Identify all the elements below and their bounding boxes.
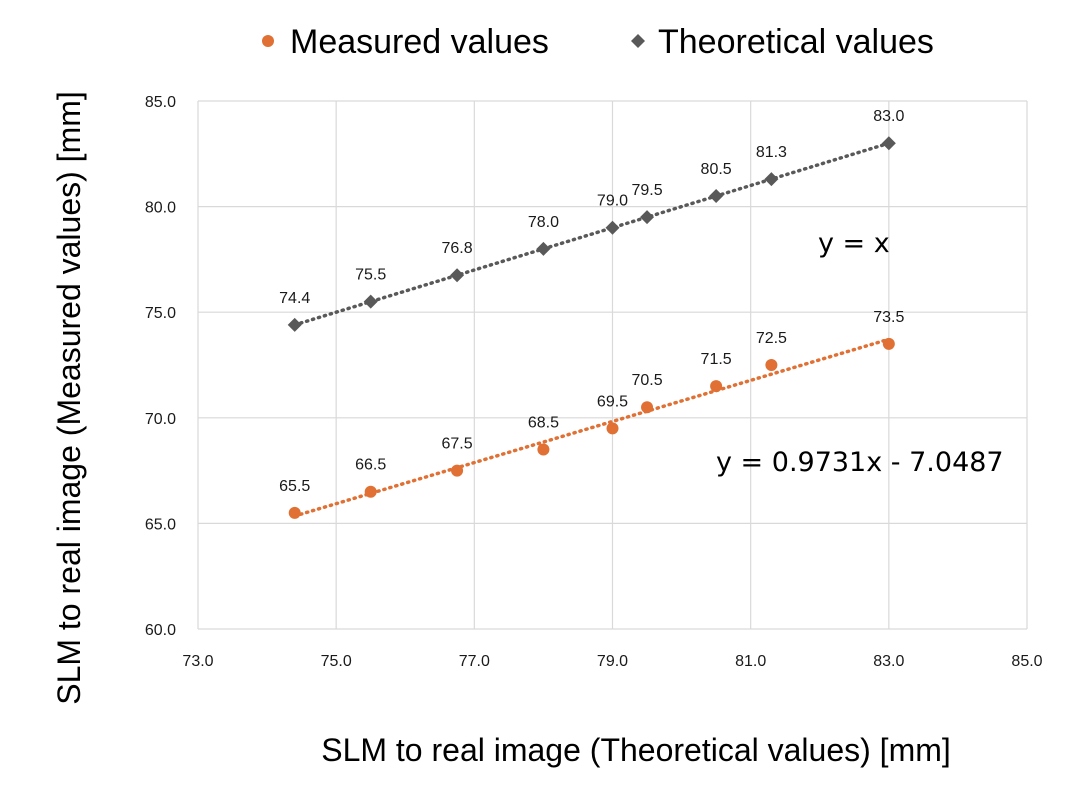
legend: Measured values Theoretical values [262, 23, 934, 61]
measured-point [364, 485, 377, 498]
legend-theoretical-marker [631, 34, 645, 48]
theoretical-point [764, 172, 779, 187]
measured-point [765, 359, 778, 371]
measured-point [641, 401, 654, 414]
x-tick-label: 85.0 [1011, 653, 1042, 670]
measured-point [288, 506, 301, 519]
theoretical-data-label: 80.5 [701, 161, 732, 178]
theoretical-point [709, 189, 724, 204]
theoretical-point [640, 210, 655, 225]
equation-measured: y = 0.9731x - 7.0487 [716, 447, 1004, 478]
measured-data-label: 70.5 [631, 372, 662, 389]
measured-data-label: 72.5 [756, 330, 787, 347]
theoretical-point [536, 241, 551, 256]
theoretical-data-label: 79.5 [631, 182, 662, 199]
tick-labels: 73.0 75.0 77.0 79.0 81.0 83.0 85.0 60.0 65.0 70.0… [145, 94, 1043, 670]
measured-point [882, 337, 895, 350]
y-tick-label: 75.0 [145, 305, 176, 322]
x-tick-label: 79.0 [597, 653, 628, 670]
theoretical-data-label: 78.0 [528, 214, 559, 231]
x-tick-label: 73.0 [182, 653, 213, 670]
theoretical-point [287, 317, 302, 332]
measured-point [537, 443, 550, 456]
x-tick-label: 83.0 [873, 653, 904, 670]
y-tick-label: 65.0 [145, 516, 176, 533]
theoretical-point [363, 294, 378, 309]
theoretical-data-label: 75.5 [355, 267, 386, 284]
theoretical-point [881, 136, 896, 151]
measured-data-label: 69.5 [597, 393, 628, 410]
x-tick-label: 77.0 [459, 653, 490, 670]
theoretical-data-label: 76.8 [441, 240, 472, 257]
measured-data-label: 67.5 [441, 436, 472, 453]
measured-data-label: 73.5 [873, 309, 904, 326]
measured-data-label: 68.5 [528, 414, 559, 431]
x-tick-label: 81.0 [735, 653, 766, 670]
trendlines [292, 141, 891, 518]
theoretical-data-label: 81.3 [756, 144, 787, 161]
theoretical-data-label: 83.0 [873, 108, 904, 125]
x-tick-label: 75.0 [321, 653, 352, 670]
legend-measured-marker [262, 35, 274, 47]
measured-point [710, 380, 723, 393]
theoretical-point [450, 268, 465, 283]
grid [197, 100, 1028, 630]
measured-data-label: 71.5 [701, 351, 732, 368]
legend-measured-label: Measured values [290, 23, 549, 61]
measured-trendline [292, 337, 891, 518]
y-tick-label: 60.0 [145, 622, 176, 639]
measured-data-label: 65.5 [279, 478, 310, 495]
y-tick-label: 80.0 [145, 200, 176, 217]
y-axis-title: SLM to real image (Measured values) [mm] [51, 91, 87, 705]
theoretical-data-label: 74.4 [279, 290, 310, 307]
data-labels: 65.5 66.5 67.5 68.5 69.570.5 71.5 72.5 73.5 74.4… [279, 108, 904, 495]
theoretical-point [605, 220, 620, 235]
data-points [287, 136, 896, 519]
equation-theoretical: y = x [818, 228, 890, 259]
y-tick-label: 85.0 [145, 94, 176, 111]
x-axis-title: SLM to real image (Theoretical values) [… [321, 732, 951, 768]
measured-data-label: 66.5 [355, 457, 386, 474]
measured-point [606, 422, 619, 435]
theoretical-data-label: 79.0 [597, 193, 628, 210]
y-tick-label: 70.0 [145, 411, 176, 428]
legend-theoretical-label: Theoretical values [658, 23, 934, 61]
measured-point [451, 464, 464, 477]
theoretical-trendline [292, 141, 891, 327]
